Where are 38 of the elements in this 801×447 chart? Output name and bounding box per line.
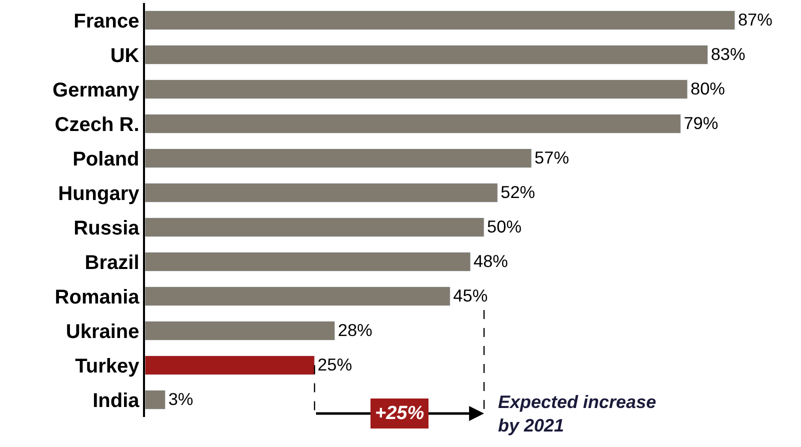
bar <box>145 356 315 375</box>
data-label: 57% <box>534 147 570 168</box>
bar <box>145 252 471 272</box>
data-label: 28% <box>338 320 372 340</box>
data-label: 50% <box>487 216 522 236</box>
bar <box>145 183 498 202</box>
y-tick-label: UK <box>110 44 140 67</box>
y-tick-label: Poland <box>72 148 140 170</box>
y-tick-label: Hungary <box>58 182 140 205</box>
y-tick-label: India <box>92 390 140 412</box>
y-tick-label: Ukraine <box>66 320 140 343</box>
data-label: 80% <box>690 78 726 98</box>
bar <box>145 10 736 30</box>
annotation: +25% <box>375 403 424 424</box>
data-label: 48% <box>473 250 508 271</box>
data-label: 25% <box>318 354 352 374</box>
bar <box>145 45 708 64</box>
bar <box>145 148 532 168</box>
y-tick-label: Russia <box>74 217 140 240</box>
data-label: 52% <box>500 182 536 202</box>
bar <box>145 114 681 134</box>
bar <box>145 321 336 340</box>
data-label: 83% <box>710 44 746 64</box>
bar <box>145 286 450 306</box>
y-tick-label: Germany <box>52 79 140 102</box>
bar <box>145 390 166 410</box>
y-tick-label: Romania <box>54 286 140 308</box>
y-tick-label: Brazil <box>84 252 140 274</box>
bar <box>145 80 688 99</box>
data-label: 3% <box>168 388 194 409</box>
annotation: Expected increase by 2021 <box>498 392 656 436</box>
data-label: 79% <box>684 112 718 133</box>
y-tick-label: France <box>74 10 140 32</box>
data-label: 87% <box>738 9 772 30</box>
y-tick-label: Turkey <box>75 355 140 378</box>
bar <box>145 218 484 237</box>
y-tick-label: Czech R. <box>54 114 140 136</box>
data-label: 45% <box>453 285 488 306</box>
